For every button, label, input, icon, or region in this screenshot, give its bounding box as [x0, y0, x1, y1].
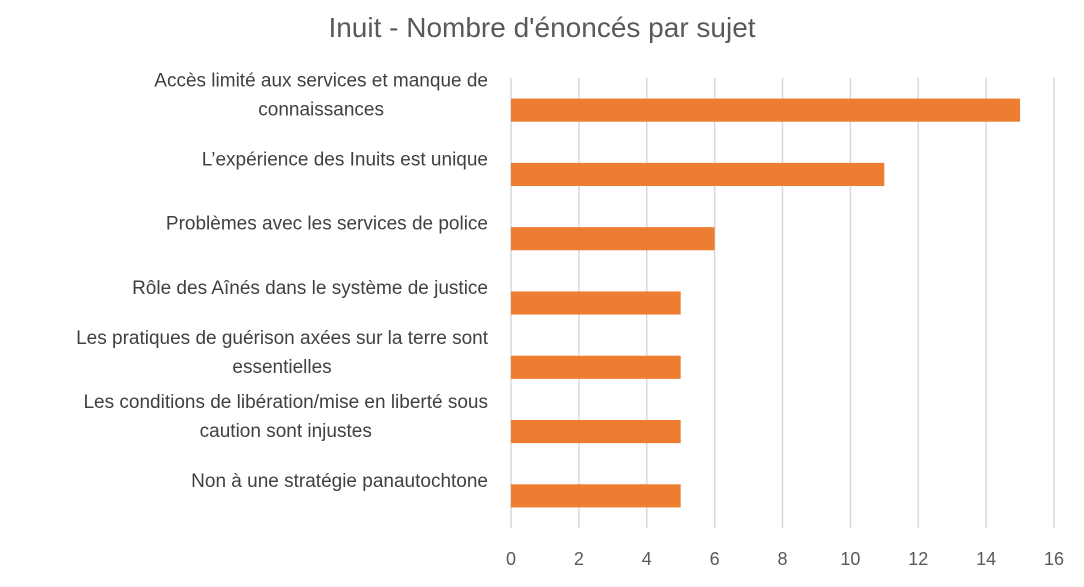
- category-label: Problèmes avec les services de police: [166, 214, 488, 235]
- bar: [511, 291, 681, 315]
- x-tick-label: 8: [777, 549, 787, 569]
- x-tick-label: 6: [710, 549, 720, 569]
- category-label: Accès limité aux services et manque de co…: [154, 71, 488, 121]
- x-tick-label: 0: [506, 549, 516, 569]
- bar: [511, 355, 681, 379]
- bar: [511, 162, 885, 186]
- x-tick-label: 10: [840, 549, 860, 569]
- category-label: Les conditions de libération/mise en lib…: [83, 392, 488, 442]
- x-tick-label: 16: [1044, 549, 1064, 569]
- category-label: Non à une stratégie panautochtone: [191, 471, 488, 492]
- x-tick-label: 4: [642, 549, 652, 569]
- x-tick-label: 12: [908, 549, 928, 569]
- bar: [511, 420, 681, 444]
- x-tick-label: 2: [574, 549, 584, 569]
- category-label: L’expérience des Inuits est unique: [202, 149, 488, 170]
- bar: [511, 98, 1021, 122]
- bar: [511, 484, 681, 508]
- category-label: Rôle des Aînés dans le système de justic…: [132, 278, 488, 299]
- x-tick-label: 14: [976, 549, 996, 569]
- category-label: Les pratiques de guérison axées sur la t…: [76, 328, 489, 378]
- chart-title: Inuit - Nombre d'énoncés par sujet: [328, 12, 756, 43]
- bar: [511, 227, 715, 251]
